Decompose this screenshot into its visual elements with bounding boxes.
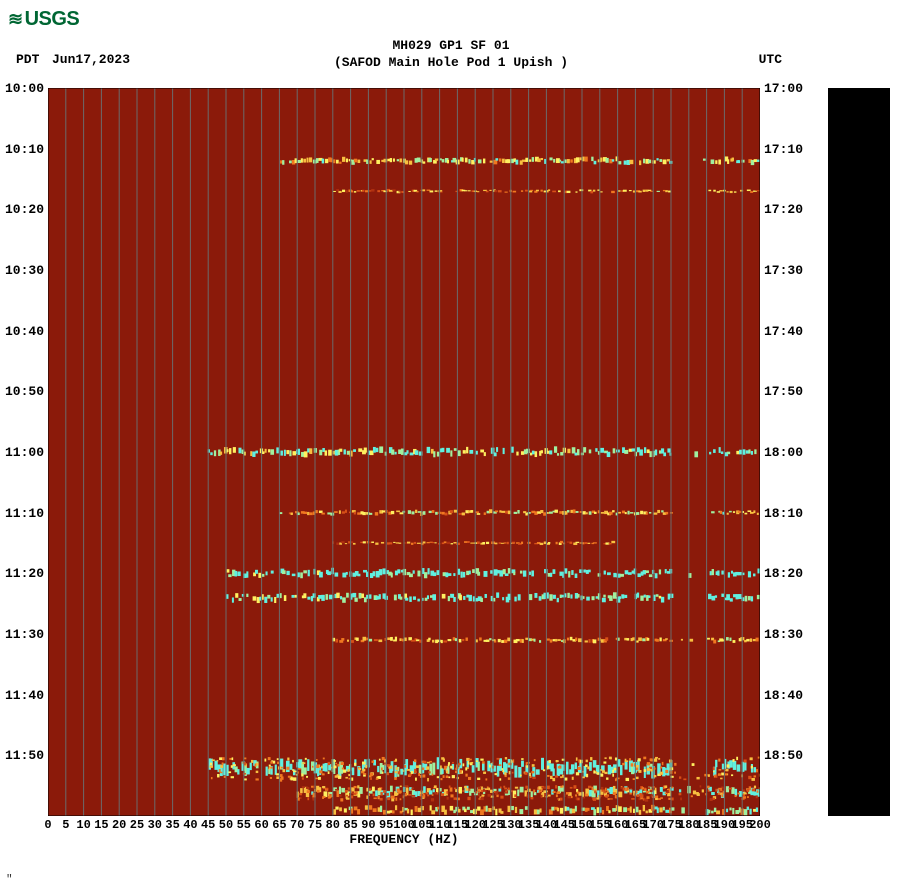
timezone-right: UTC <box>759 52 782 67</box>
y-right-tick: 17:40 <box>764 324 808 339</box>
y-left-tick: 10:00 <box>0 81 44 96</box>
y-left-tick: 11:40 <box>0 688 44 703</box>
colorbar <box>828 88 890 816</box>
y-left-tick: 11:50 <box>0 748 44 763</box>
y-right-tick: 18:30 <box>764 627 808 642</box>
y-right-tick: 18:50 <box>764 748 808 763</box>
y-right-tick: 17:20 <box>764 202 808 217</box>
x-tick: 55 <box>237 818 251 832</box>
x-tick: 5 <box>62 818 69 832</box>
x-tick: 30 <box>148 818 162 832</box>
x-tick: 95 <box>379 818 393 832</box>
x-tick: 65 <box>272 818 286 832</box>
y-right-tick: 18:00 <box>764 445 808 460</box>
x-tick: 70 <box>290 818 304 832</box>
y-left-tick: 10:20 <box>0 202 44 217</box>
y-left-tick: 10:50 <box>0 384 44 399</box>
spectrogram-plot <box>48 88 760 816</box>
x-tick: 75 <box>308 818 322 832</box>
x-tick: 0 <box>44 818 51 832</box>
y-right-tick: 18:10 <box>764 506 808 521</box>
y-left-tick: 11:30 <box>0 627 44 642</box>
x-tick: 200 <box>749 818 771 832</box>
x-tick: 10 <box>76 818 90 832</box>
x-tick: 80 <box>326 818 340 832</box>
logo-wave-icon: ≋ <box>8 9 23 29</box>
x-tick: 90 <box>361 818 375 832</box>
x-tick: 40 <box>183 818 197 832</box>
y-left-tick: 11:10 <box>0 506 44 521</box>
timezone-left: PDT <box>16 52 39 67</box>
x-tick: 50 <box>219 818 233 832</box>
footer-mark: " <box>6 874 13 886</box>
y-right-tick: 17:30 <box>764 263 808 278</box>
y-left-tick: 10:30 <box>0 263 44 278</box>
y-left-tick: 10:10 <box>0 142 44 157</box>
y-right-tick: 17:00 <box>764 81 808 96</box>
x-tick: 45 <box>201 818 215 832</box>
y-right-tick: 18:40 <box>764 688 808 703</box>
x-tick: 60 <box>254 818 268 832</box>
spectrogram-svg <box>48 88 760 816</box>
x-axis-label: FREQUENCY (HZ) <box>349 832 458 847</box>
x-tick: 35 <box>165 818 179 832</box>
y-left-tick: 11:00 <box>0 445 44 460</box>
y-left-tick: 10:40 <box>0 324 44 339</box>
x-tick: 85 <box>343 818 357 832</box>
y-right-tick: 18:20 <box>764 566 808 581</box>
header-date: Jun17,2023 <box>52 52 130 67</box>
usgs-logo: ≋USGS <box>8 8 79 31</box>
y-right-tick: 17:50 <box>764 384 808 399</box>
x-tick: 25 <box>130 818 144 832</box>
x-tick: 20 <box>112 818 126 832</box>
y-left-tick: 11:20 <box>0 566 44 581</box>
y-right-tick: 17:10 <box>764 142 808 157</box>
x-tick: 15 <box>94 818 108 832</box>
logo-text: USGS <box>25 8 80 30</box>
